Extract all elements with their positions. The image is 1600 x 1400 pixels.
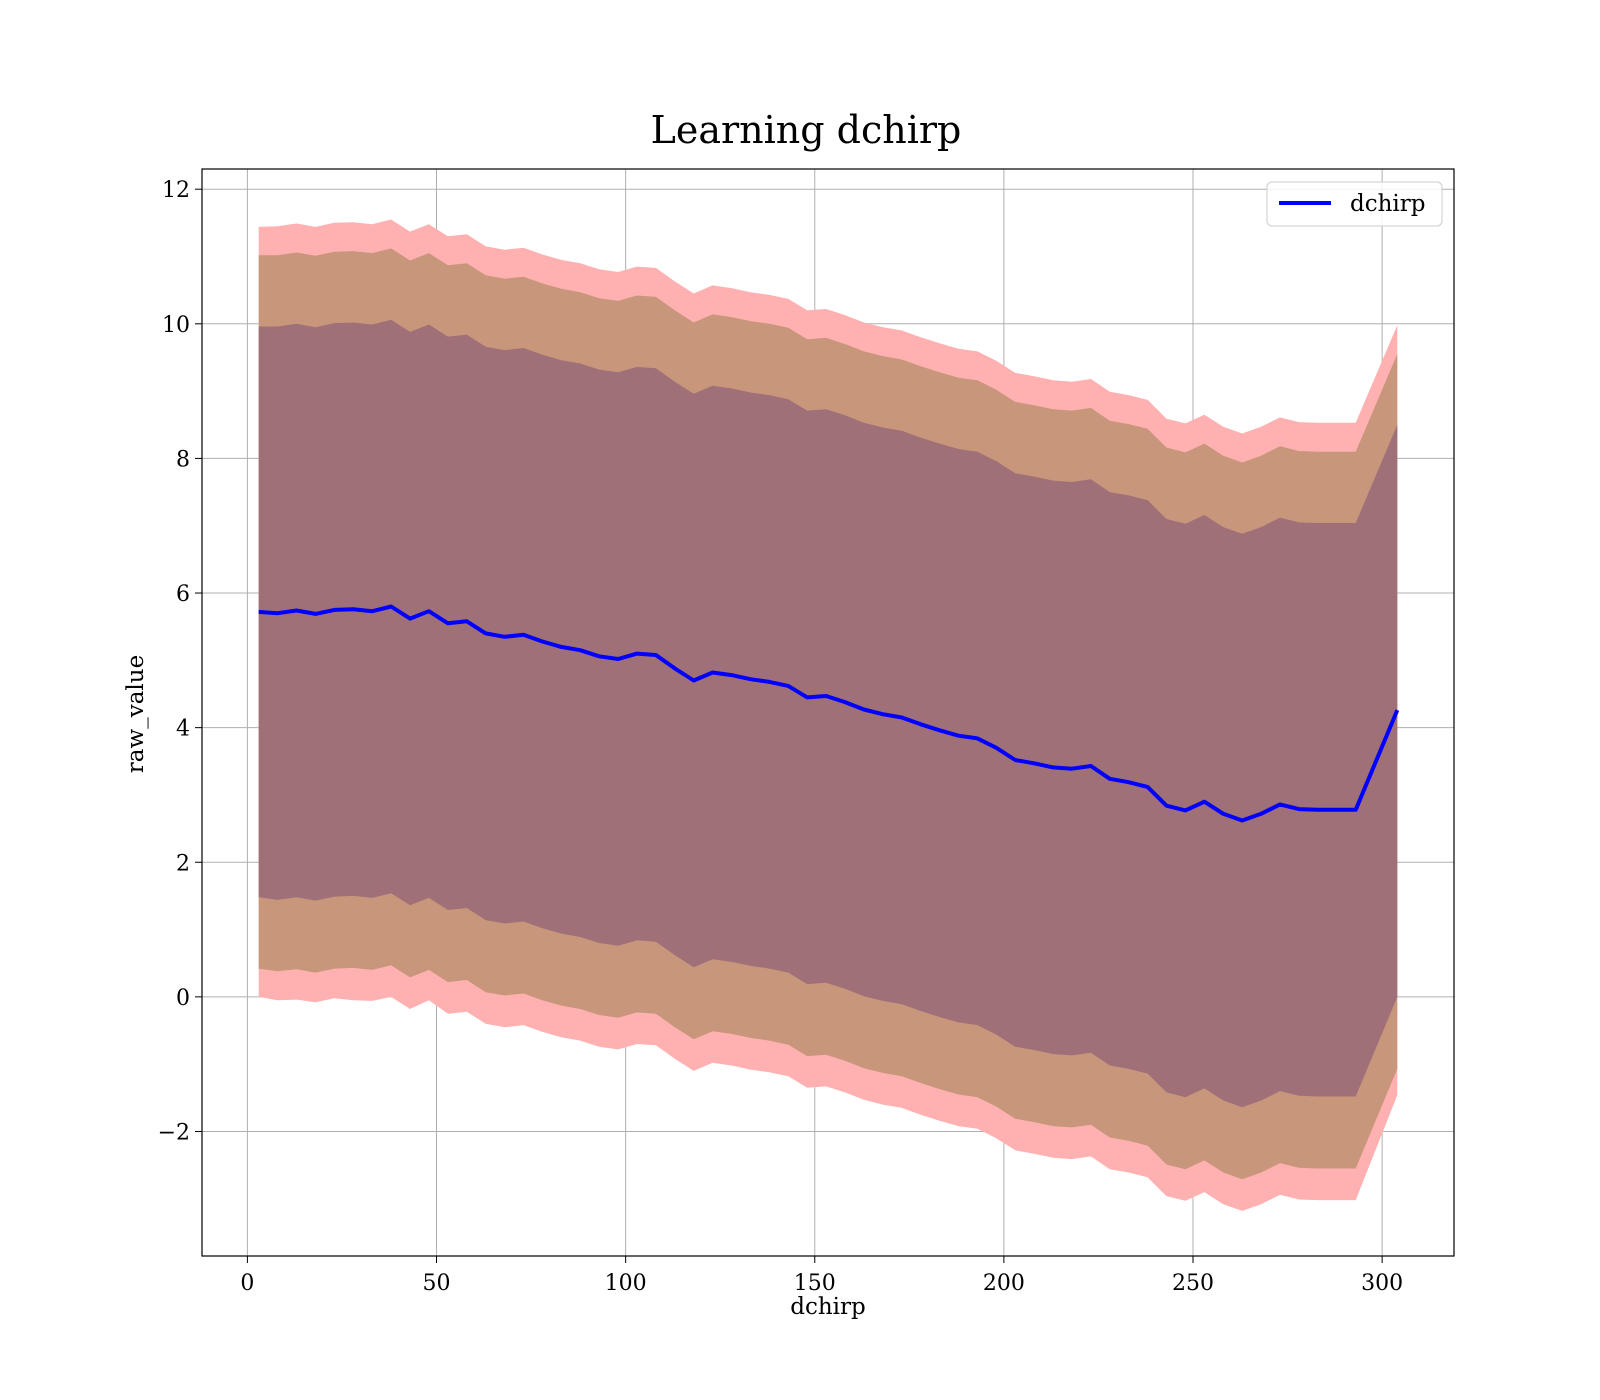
legend-box <box>1266 181 1443 227</box>
x-tick-label-5: 250 <box>1172 1271 1214 1296</box>
y-tick-label-7: 12 <box>162 178 190 203</box>
x-axis-label: dchirp <box>790 1294 866 1320</box>
y-tick-label-3: 4 <box>176 717 190 742</box>
plot-frame <box>201 168 1455 1257</box>
axis-ticks: 0 50 100 150 200 250 300 −2 0 2 4 6 8 10 12 <box>158 178 1404 1296</box>
confidence-bands <box>258 219 1398 1211</box>
y-tick-label-6: 10 <box>162 313 190 338</box>
x-tick-label-4: 200 <box>983 1271 1025 1296</box>
y-axis-label: raw_value <box>123 655 149 773</box>
y-tick-label-2: 2 <box>176 851 190 876</box>
x-tick-label-2: 100 <box>605 1271 647 1296</box>
x-tick-label-0: 0 <box>240 1271 254 1296</box>
x-tick-label-6: 300 <box>1361 1271 1403 1296</box>
legend-label: dchirp <box>1350 191 1426 217</box>
legend: dchirp <box>1266 181 1443 227</box>
series-line-0 <box>258 604 1400 823</box>
chart-title: Learning dchirp <box>651 108 962 152</box>
y-tick-label-4: 6 <box>176 582 190 607</box>
x-tick-label-3: 150 <box>794 1271 836 1296</box>
y-tick-label-1: 0 <box>176 986 190 1011</box>
band-inner <box>258 319 1398 1108</box>
y-tick-label-5: 8 <box>176 447 190 472</box>
x-tick-label-1: 50 <box>423 1271 451 1296</box>
y-tick-label-0: −2 <box>158 1120 190 1145</box>
series-lines <box>258 604 1400 823</box>
